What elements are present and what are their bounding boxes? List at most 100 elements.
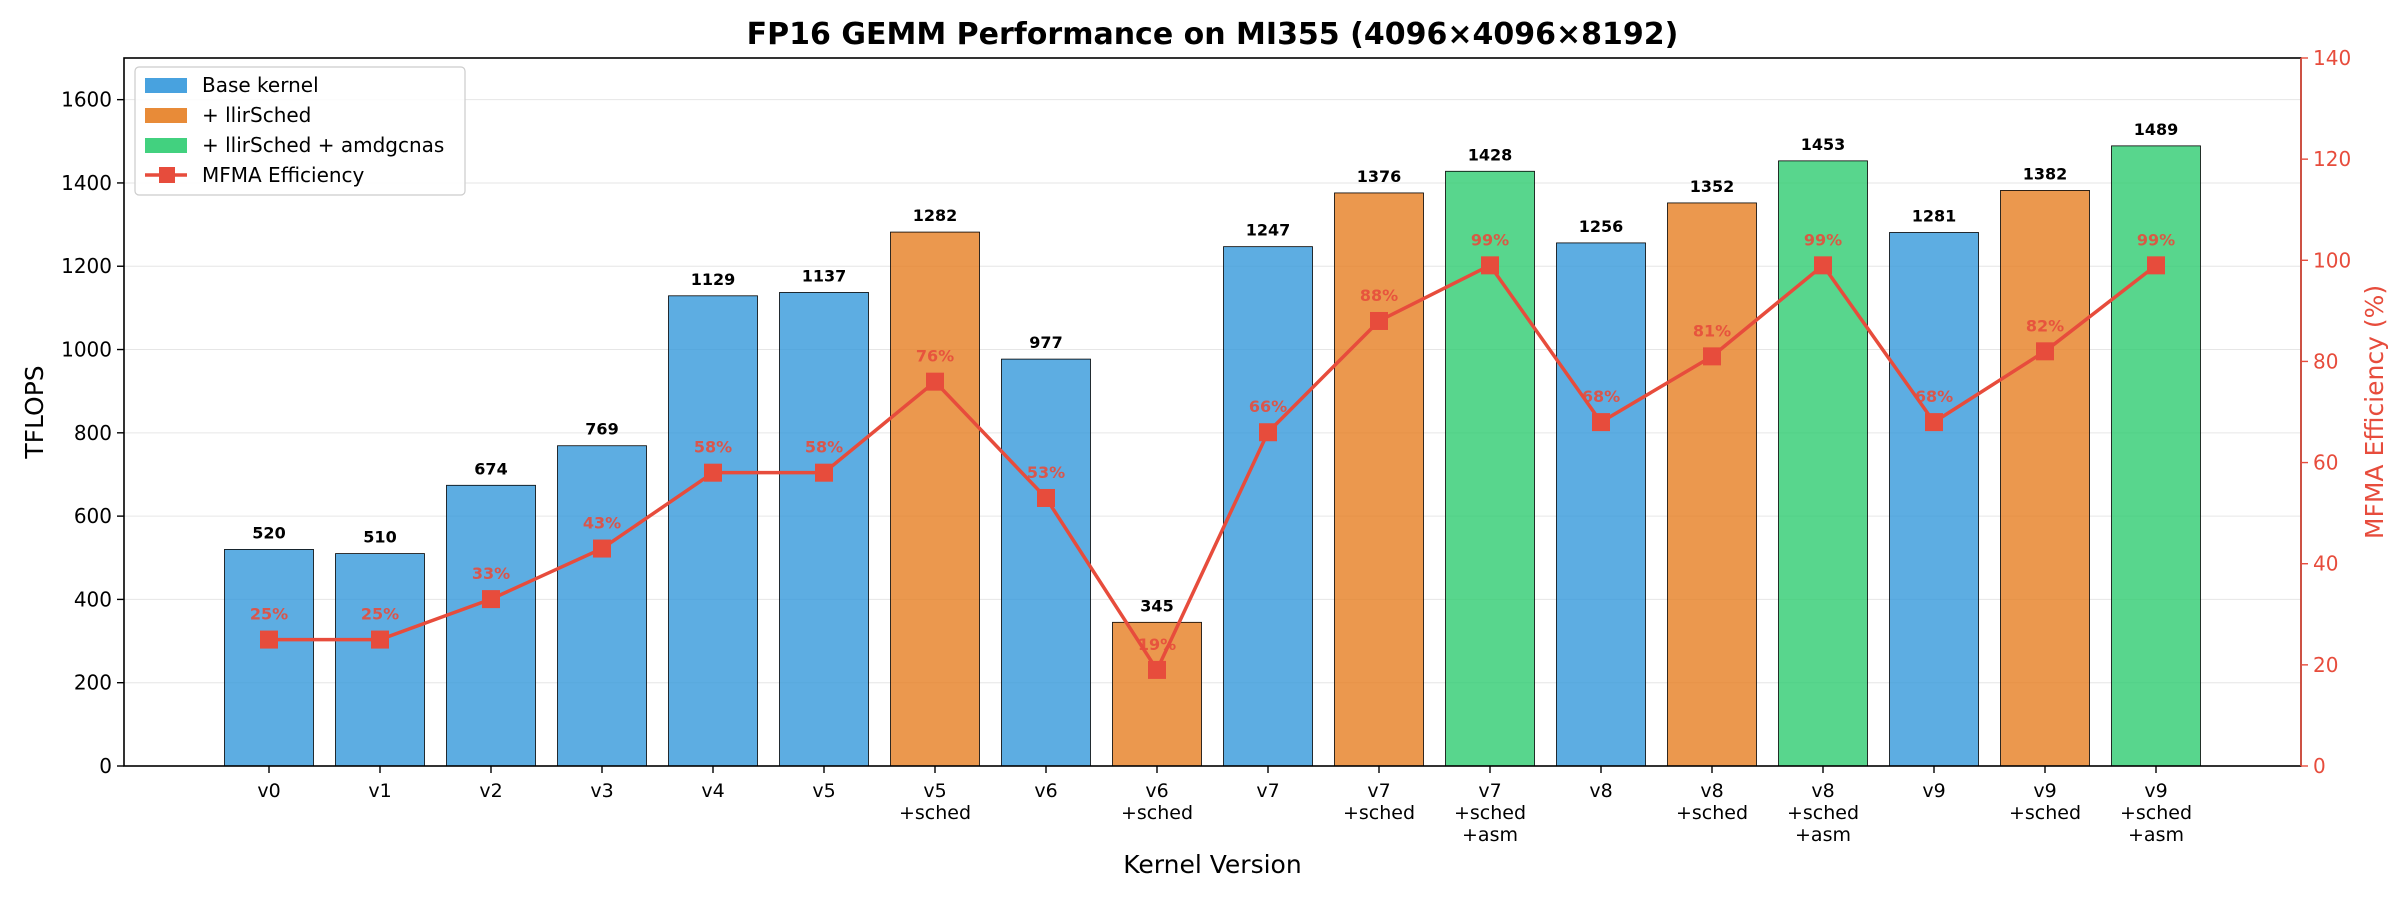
bar-value-label: 345: [1140, 596, 1173, 615]
bar: [1778, 160, 1868, 767]
x-tick-label: v7: [1256, 780, 1279, 802]
bar-value-label: 1453: [1801, 135, 1846, 154]
bar: [1334, 192, 1424, 767]
bar: [1667, 202, 1757, 767]
x-tick-label: v3: [590, 780, 613, 802]
x-tick-label: v9: [1922, 780, 1945, 802]
x-tick-label: v5: [812, 780, 835, 802]
efficiency-marker: [1592, 413, 1610, 432]
x-tick-label: v8 +sched: [1676, 780, 1748, 824]
efficiency-label: 68%: [1582, 387, 1620, 406]
efficiency-label: 99%: [2137, 230, 2175, 249]
efficiency-line: [269, 263, 2158, 672]
efficiency-label: 68%: [1915, 387, 1953, 406]
bar-value-label: 1256: [1579, 217, 1624, 236]
bar-value-label: 674: [474, 459, 507, 478]
efficiency-marker: [2036, 342, 2054, 361]
bars: 520 510 674 769 1129 1137 1282 977 345 1247 1376 14…: [224, 120, 2201, 767]
bar-value-label: 1489: [2134, 120, 2179, 139]
y2-tick-label: 0: [2313, 754, 2326, 778]
efficiency-marker: [1037, 488, 1055, 507]
y2-axis-label: MFMA Efficiency (%): [2360, 285, 2389, 539]
efficiency-label: 25%: [250, 605, 288, 624]
bar-value-label: 1352: [1690, 177, 1735, 196]
legend: Base kernel + llirSched + llirSched + amdg…: [134, 66, 466, 196]
x-tick-label: v6 +sched: [1121, 780, 1193, 824]
efficiency-label: 82%: [2026, 316, 2064, 335]
y-tick-label: 1200: [61, 254, 112, 278]
efficiency-line-group: 25% 25% 33% 43% 58% 58% 76% 53% 19% 66% 88% 99% 68% 8…: [250, 230, 2175, 679]
x-tick-label: v4: [701, 780, 724, 802]
efficiency-label: 25%: [361, 605, 399, 624]
x-tick-label: v5 +sched: [899, 780, 971, 824]
efficiency-marker: [593, 539, 611, 558]
efficiency-marker: [1370, 311, 1388, 330]
bar-value-label: 769: [585, 420, 618, 439]
bar-value-label: 1376: [1357, 167, 1402, 186]
efficiency-label: 99%: [1471, 230, 1509, 249]
y2-tick-label: 20: [2313, 653, 2338, 677]
legend-swatch: [145, 78, 187, 93]
efficiency-label: 99%: [1804, 230, 1842, 249]
legend-box: [134, 66, 466, 196]
y-tick-label: 1000: [61, 338, 112, 362]
efficiency-marker: [1259, 423, 1277, 442]
x-tick-label: v0: [257, 780, 280, 802]
bar-value-label: 1129: [691, 270, 736, 289]
y2-tick-label: 140: [2313, 46, 2351, 70]
bar: [335, 553, 425, 767]
y2-tick-label: 80: [2313, 349, 2338, 373]
bar: [1112, 621, 1202, 767]
bar: [2000, 190, 2090, 767]
bar: [1001, 358, 1091, 767]
efficiency-label: 58%: [694, 438, 732, 457]
x-tick-label: v6: [1034, 780, 1057, 802]
y2-tick-label: 120: [2313, 147, 2351, 171]
y-tick-label: 200: [74, 671, 112, 695]
efficiency-marker: [260, 630, 278, 649]
legend-swatch: [145, 138, 187, 153]
bar-value-label: 1281: [1912, 207, 1957, 226]
y-tick-label: 0: [99, 754, 112, 778]
bar-value-label: 1282: [913, 206, 958, 225]
x-axis-label: Kernel Version: [1123, 850, 1301, 879]
efficiency-label: 53%: [1027, 463, 1065, 482]
chart-title: FP16 GEMM Performance on MI355 (4096×409…: [747, 17, 1679, 52]
legend-marker: [159, 167, 175, 183]
bar-value-label: 1137: [802, 266, 847, 285]
y-axis-label: TFLOPS: [20, 365, 49, 459]
y-tick-label: 1400: [61, 171, 112, 195]
bar: [1889, 232, 1979, 767]
bar: [446, 484, 536, 767]
axes: 0 200 400 600 800 1000 1200 1400 1600 0 20 40 60 80 10…: [61, 46, 2351, 846]
efficiency-marker: [815, 463, 833, 482]
efficiency-label: 76%: [916, 347, 954, 366]
bar-value-label: 510: [363, 528, 396, 547]
bar-value-label: 1382: [2023, 164, 2068, 183]
efficiency-marker: [1148, 660, 1166, 679]
legend-label: + llirSched + amdgcnas: [202, 133, 444, 157]
x-tick-label: v8 +sched +asm: [1787, 780, 1859, 846]
bar: [779, 292, 869, 767]
bar: [668, 295, 758, 767]
efficiency-label: 19%: [1138, 635, 1176, 654]
y2-tick-label: 40: [2313, 552, 2338, 576]
efficiency-label: 58%: [805, 438, 843, 457]
legend-label: + llirSched: [202, 103, 311, 127]
efficiency-marker: [1703, 347, 1721, 366]
bar: [1223, 246, 1313, 767]
x-tick-label: v2: [479, 780, 502, 802]
efficiency-marker: [482, 590, 500, 609]
bar: [890, 231, 980, 767]
y-tick-label: 600: [74, 504, 112, 528]
efficiency-marker: [704, 463, 722, 482]
bar: [224, 549, 314, 767]
efficiency-marker: [2147, 256, 2165, 275]
efficiency-marker: [371, 630, 389, 649]
efficiency-marker: [1481, 256, 1499, 275]
y-tick-label: 400: [74, 587, 112, 611]
x-tick-label: v7 +sched: [1343, 780, 1415, 824]
x-tick-label: v8: [1589, 780, 1612, 802]
